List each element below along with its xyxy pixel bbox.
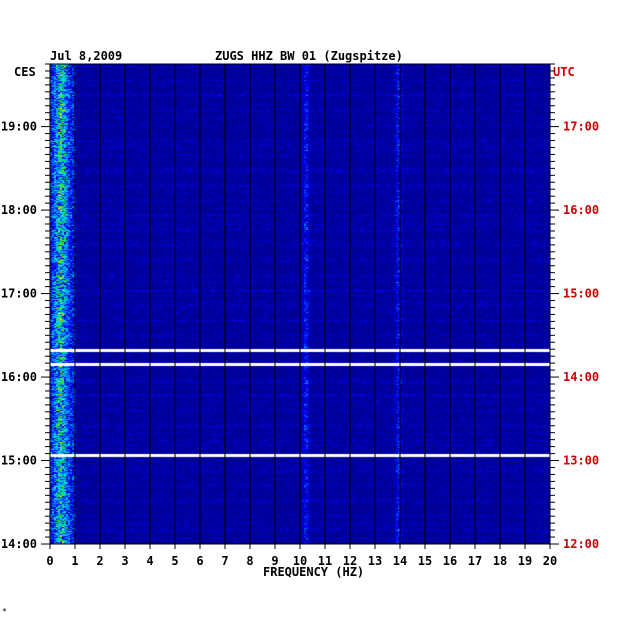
- left-tick-label-1500: 15:00: [1, 454, 37, 468]
- right-tick-labels: 17:00 16:00 15:00 14:00 13:00 12:00: [563, 120, 599, 551]
- right-tick-label-1400: 14:00: [563, 370, 599, 384]
- chart-date: Jul 8,2009: [50, 49, 122, 63]
- x-tick-label-16: 16: [443, 554, 457, 568]
- x-axis-title: FREQUENCY (HZ): [263, 565, 364, 579]
- x-tick-label-6: 6: [196, 554, 203, 568]
- right-axis-label: UTC: [553, 65, 575, 79]
- x-tick-label-3: 3: [121, 554, 128, 568]
- chart-title: ZUGS HHZ BW 01 (Zugspitze): [215, 49, 403, 63]
- x-tick-label-19: 19: [518, 554, 532, 568]
- left-tick-label-1900: 19:00: [1, 120, 37, 134]
- corner-mark: *: [2, 607, 7, 616]
- left-tick-label-1800: 18:00: [1, 203, 37, 217]
- x-tick-label-1: 1: [71, 554, 78, 568]
- x-tick-label-2: 2: [96, 554, 103, 568]
- left-tick-label-1400: 14:00: [1, 537, 37, 551]
- right-tick-label-1200: 12:00: [563, 537, 599, 551]
- right-tick-label-1300: 13:00: [563, 454, 599, 468]
- x-tick-label-11: 11: [318, 554, 332, 568]
- x-tick-label-14: 14: [393, 554, 407, 568]
- x-tick-label-8: 8: [246, 554, 253, 568]
- frequency-gridlines: [74, 64, 526, 544]
- x-tick-label-7: 7: [221, 554, 228, 568]
- x-tick-label-13: 13: [368, 554, 382, 568]
- left-axis-label: CES: [14, 65, 36, 79]
- x-tick-label-17: 17: [468, 554, 482, 568]
- x-tick-label-0: 0: [46, 554, 53, 568]
- x-tick-label-18: 18: [493, 554, 507, 568]
- left-tick-label-1700: 17:00: [1, 287, 37, 301]
- x-tick-labels: 0 1 2 3 4 5 6 7 8 9 10 11 12 13 14 15 16 17 18 19 20: [46, 554, 557, 568]
- x-tick-label-5: 5: [171, 554, 178, 568]
- x-tick-label-15: 15: [418, 554, 432, 568]
- plot-frame: [49, 63, 551, 545]
- left-tick-label-1600: 16:00: [1, 370, 37, 384]
- x-tick-label-10: 10: [293, 554, 307, 568]
- right-tick-label-1700: 17:00: [563, 120, 599, 134]
- x-tick-label-4: 4: [146, 554, 153, 568]
- axis-ticks: [41, 63, 559, 549]
- right-tick-label-1600: 16:00: [563, 203, 599, 217]
- right-tick-label-1500: 15:00: [563, 287, 599, 301]
- x-tick-label-20: 20: [543, 554, 557, 568]
- x-tick-label-12: 12: [343, 554, 357, 568]
- x-tick-label-9: 9: [271, 554, 278, 568]
- left-tick-labels: 19:00 18:00 17:00 16:00 15:00 14:00: [1, 120, 37, 551]
